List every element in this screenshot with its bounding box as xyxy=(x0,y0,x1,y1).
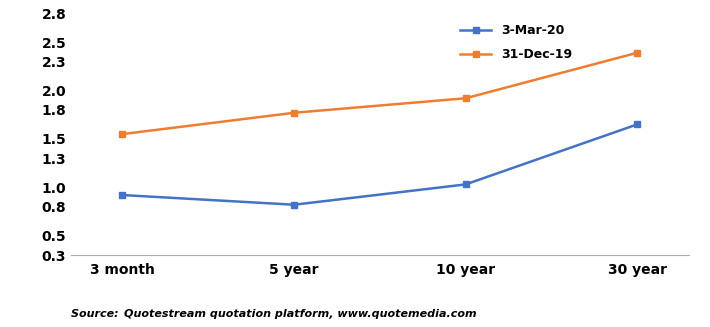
Legend: 3-Mar-20, 31-Dec-19: 3-Mar-20, 31-Dec-19 xyxy=(460,24,572,61)
31-Dec-19 xyxy=(462,96,470,100)
3-Mar-20 xyxy=(118,193,127,197)
31-Dec-19 xyxy=(290,111,298,115)
3-Mar-20 xyxy=(462,182,470,186)
31-Dec-19 xyxy=(633,51,642,55)
Text: Quotestream quotation platform, www.quotemedia.com: Quotestream quotation platform, www.quot… xyxy=(124,309,477,319)
Line: 31-Dec-19: 31-Dec-19 xyxy=(119,49,640,138)
Line: 3-Mar-20: 3-Mar-20 xyxy=(119,121,640,208)
3-Mar-20 xyxy=(290,203,298,207)
Text: Source:: Source: xyxy=(71,309,126,319)
31-Dec-19 xyxy=(118,132,127,136)
3-Mar-20 xyxy=(633,122,642,126)
